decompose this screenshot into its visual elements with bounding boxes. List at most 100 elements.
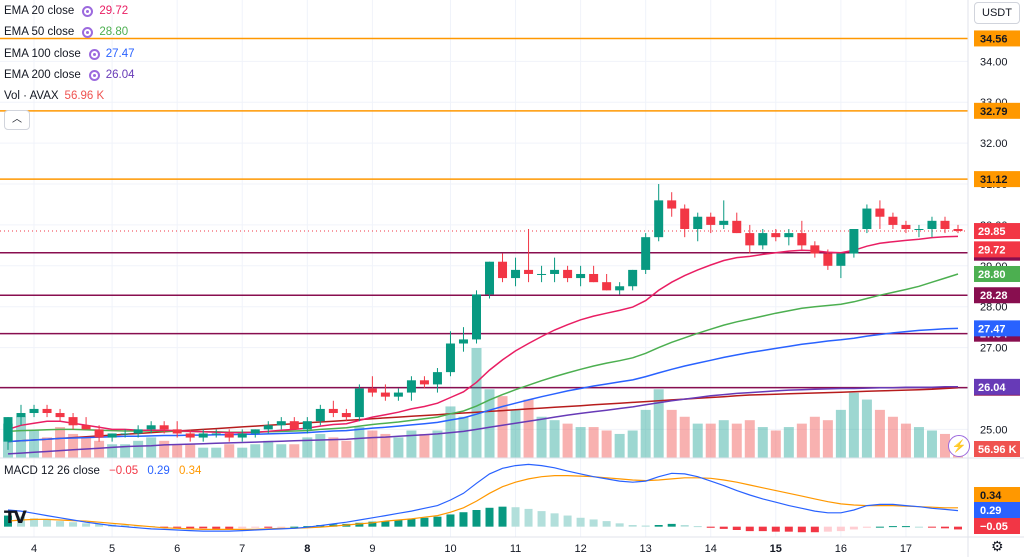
candle-body <box>367 388 377 393</box>
macd-hist-bar <box>667 523 676 527</box>
candle-body <box>784 233 794 238</box>
candle-body <box>328 408 338 414</box>
macd-signal-value: 0.34 <box>178 465 202 477</box>
candle-body <box>758 233 768 246</box>
volume-bar <box>731 423 742 458</box>
macd-hist-bar <box>95 523 104 527</box>
legend-macd[interactable]: MACD 12 26 close −0.05 0.29 0.34 <box>4 465 207 477</box>
candle-body <box>485 261 495 295</box>
macd-hist-bar <box>602 521 611 527</box>
tradingview-logo[interactable]: TV <box>4 508 27 528</box>
volume-bar <box>705 423 716 458</box>
volume-bar <box>81 437 92 458</box>
macd-hist-bar <box>680 525 689 527</box>
candle-body <box>16 413 26 418</box>
volume-bar <box>55 427 66 458</box>
macd-hist-bar <box>56 521 65 527</box>
x-tick-label: 10 <box>444 543 456 555</box>
candle-body <box>537 273 547 275</box>
volume-bar <box>614 433 625 458</box>
macd-hist-bar <box>420 517 429 527</box>
macd-hist-bar <box>823 526 832 532</box>
candle-body <box>68 417 78 426</box>
volume-bar <box>68 433 79 458</box>
legend-ema200[interactable]: EMA 200 close 26.04 <box>4 68 135 82</box>
candle-body <box>862 208 872 229</box>
x-tick-label: 11 <box>510 543 521 555</box>
legend-name: EMA 200 close <box>4 69 81 81</box>
ema200-line <box>7 386 958 455</box>
legend-ema100[interactable]: EMA 100 close 27.47 <box>4 47 135 61</box>
macd-hist-bar <box>251 526 260 528</box>
candle-body <box>432 372 442 385</box>
macd-pane <box>4 463 962 533</box>
level-tag: 28.28 <box>980 290 1008 302</box>
macd-hist-value: −0.05 <box>109 465 139 477</box>
x-tick-label: 8 <box>304 543 310 555</box>
candle-body <box>211 433 221 435</box>
volume-bar <box>380 433 391 458</box>
candle-body <box>458 339 468 344</box>
macd-hist-bar <box>758 526 767 532</box>
lightning-icon[interactable]: ⚡ <box>948 435 970 457</box>
macd-hist-bar <box>498 506 507 527</box>
candle-body <box>836 253 846 266</box>
macd-hist-bar <box>355 522 364 527</box>
indicator-icon[interactable] <box>82 26 94 38</box>
candle-body <box>550 269 560 274</box>
macd-hist-bar <box>407 518 416 527</box>
volume-bar <box>601 430 612 458</box>
legend-ema20[interactable]: EMA 20 close 29.72 <box>4 4 128 18</box>
candle-body <box>875 208 885 217</box>
legend-name: EMA 20 close <box>4 5 75 17</box>
volume-bar <box>900 423 911 458</box>
macd-hist-bar <box>524 508 533 527</box>
currency-button[interactable]: USDT <box>974 2 1020 24</box>
candle-body <box>511 269 521 279</box>
candle-body <box>914 229 924 230</box>
volume-bar <box>640 409 651 458</box>
macd-hist-bar <box>914 526 923 528</box>
volume-bar <box>393 437 404 458</box>
price-tag-bg <box>974 241 1020 258</box>
y-tick-label: 27.00 <box>980 343 1008 355</box>
candle-body <box>3 417 13 442</box>
volume-bar <box>185 444 196 458</box>
macd-hist-bar <box>238 526 247 529</box>
macd-hist-bar <box>589 519 598 527</box>
macd-hist-bar <box>550 513 559 527</box>
volume-bar <box>289 444 300 458</box>
macd-hist-bar <box>862 526 871 528</box>
gear-icon[interactable]: ⚙ <box>991 538 1004 554</box>
volume-bar <box>822 420 833 458</box>
candle-body <box>29 408 39 414</box>
x-tick-label: 13 <box>640 543 652 555</box>
price-tag: 29.72 <box>978 244 1006 256</box>
volume-bar <box>549 420 560 458</box>
volume-bar <box>367 430 378 458</box>
collapse-legend-button[interactable]: ︿ <box>4 110 30 130</box>
macd-hist-bar <box>4 515 12 527</box>
indicator-icon[interactable] <box>88 48 100 60</box>
volume-bar <box>744 420 755 458</box>
legend-ema50[interactable]: EMA 50 close 28.80 <box>4 25 128 39</box>
legend-volume[interactable]: Vol · AVAX 56.96 K <box>4 89 104 103</box>
volume-bar <box>809 416 820 458</box>
macd-hist-bar <box>43 520 52 527</box>
candle-body <box>393 392 403 397</box>
volume-bar <box>562 423 573 458</box>
macd-hist-bar <box>784 526 793 532</box>
candle-body <box>641 237 651 270</box>
candle-body <box>55 413 65 418</box>
indicator-icon[interactable] <box>82 5 94 17</box>
macd-hist-bar <box>394 520 403 527</box>
macd-hist-bar <box>511 507 520 527</box>
candle-body <box>146 425 156 430</box>
candlesticks <box>3 184 963 450</box>
macd-hist-bar <box>849 526 858 530</box>
candle-body <box>471 294 481 340</box>
price-tag: 56.96 K <box>978 444 1017 456</box>
volume-bar <box>510 409 521 458</box>
indicator-icon[interactable] <box>88 69 100 81</box>
